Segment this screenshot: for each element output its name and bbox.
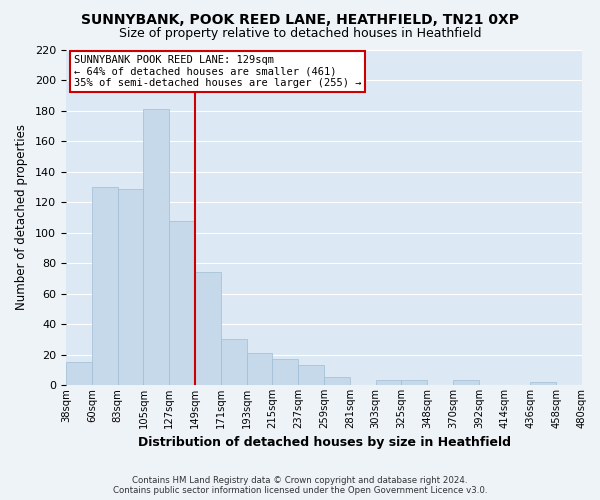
Bar <box>195 272 221 385</box>
Bar <box>298 365 324 385</box>
Text: SUNNYBANK POOK REED LANE: 129sqm
← 64% of detached houses are smaller (461)
35% : SUNNYBANK POOK REED LANE: 129sqm ← 64% o… <box>74 55 361 88</box>
Bar <box>453 380 479 385</box>
Text: SUNNYBANK, POOK REED LANE, HEATHFIELD, TN21 0XP: SUNNYBANK, POOK REED LANE, HEATHFIELD, T… <box>81 12 519 26</box>
Bar <box>92 187 118 385</box>
Bar <box>221 340 247 385</box>
Bar <box>376 380 401 385</box>
Y-axis label: Number of detached properties: Number of detached properties <box>15 124 28 310</box>
Bar <box>324 378 350 385</box>
Text: Size of property relative to detached houses in Heathfield: Size of property relative to detached ho… <box>119 28 481 40</box>
Bar <box>401 380 427 385</box>
Bar <box>118 188 143 385</box>
Bar <box>272 359 298 385</box>
Text: Contains HM Land Registry data © Crown copyright and database right 2024.
Contai: Contains HM Land Registry data © Crown c… <box>113 476 487 495</box>
X-axis label: Distribution of detached houses by size in Heathfield: Distribution of detached houses by size … <box>137 436 511 450</box>
Bar <box>530 382 556 385</box>
Bar <box>66 362 92 385</box>
Bar <box>247 353 272 385</box>
Bar <box>143 110 169 385</box>
Bar <box>169 220 195 385</box>
